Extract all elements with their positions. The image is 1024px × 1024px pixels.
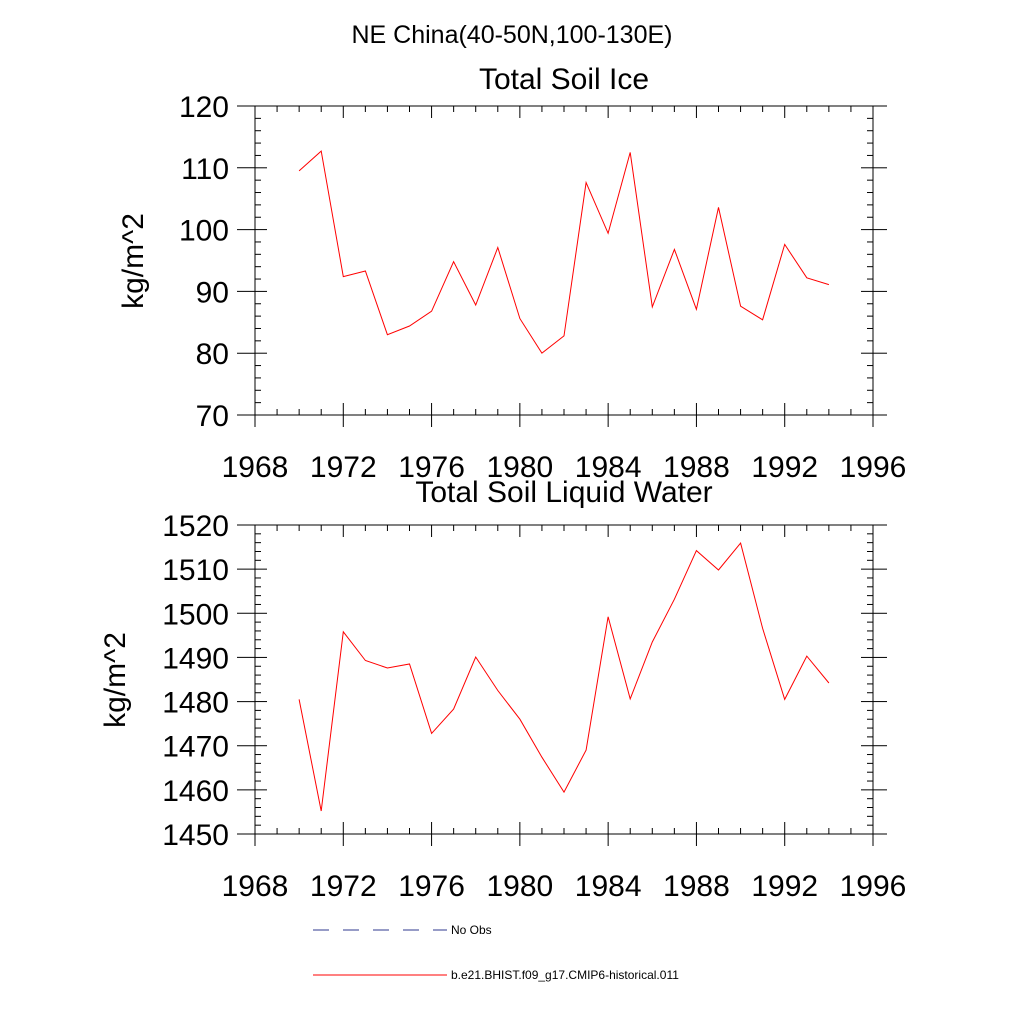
y-tick-label: 110 — [181, 153, 229, 186]
tick-labels: 1968 1972 1976 1980 1984 1988 1992 1996 70 80 90 10… — [179, 91, 906, 484]
y-tick-label: 1470 — [162, 731, 229, 764]
y-tick-label: 1510 — [162, 554, 229, 587]
legend-label: b.e21.BHIST.f09_g17.CMIP6-historical.011 — [451, 968, 679, 982]
y-tick-label: 1490 — [162, 642, 229, 675]
x-tick-label: 1996 — [840, 870, 907, 903]
y-tick-label: 70 — [196, 400, 229, 433]
axis-ticks — [237, 105, 887, 427]
y-tick-label: 1500 — [162, 598, 229, 631]
series-group — [298, 542, 830, 812]
y-tick-label: 1520 — [162, 510, 229, 543]
x-tick-label: 1968 — [222, 870, 289, 903]
y-tick-label: 1450 — [162, 819, 229, 852]
y-tick-label: 120 — [179, 91, 229, 124]
panel-total-soil-liquid-water: Total Soil Liquid Water kg/m^2 1968 1972 1… — [99, 476, 906, 903]
x-tick-label: 1984 — [575, 870, 642, 903]
x-tick-label: 1984 — [575, 451, 642, 484]
y-tick-label: 100 — [179, 215, 229, 248]
x-tick-label: 1976 — [398, 451, 465, 484]
y-tick-label: 90 — [196, 276, 229, 309]
x-tick-label: 1976 — [398, 870, 465, 903]
tick-labels: 1968 1972 1976 1980 1984 1988 1992 1996 1450 1460… — [162, 510, 906, 903]
panel-title: Total Soil Ice — [479, 63, 649, 96]
y-tick-label: 80 — [196, 338, 229, 371]
x-tick-label: 1992 — [751, 451, 818, 484]
series-line-model — [298, 150, 830, 354]
legend-label: No Obs — [451, 923, 492, 937]
axis-ticks — [237, 524, 887, 846]
x-tick-label: 1972 — [310, 870, 377, 903]
y-axis-label: kg/m^2 — [117, 213, 150, 309]
panel-title: Total Soil Liquid Water — [415, 476, 712, 509]
x-tick-label: 1972 — [310, 451, 377, 484]
y-axis-label: kg/m^2 — [99, 632, 132, 728]
y-tick-label: 1480 — [162, 687, 229, 720]
plot-frame — [254, 524, 874, 835]
figure-suptitle: NE China(40-50N,100-130E) — [351, 21, 672, 49]
y-tick-label: 1460 — [162, 775, 229, 808]
x-tick-label: 1996 — [840, 451, 907, 484]
legend-item-no-obs: No Obs — [313, 923, 492, 937]
x-tick-label: 1980 — [486, 870, 553, 903]
legend: No Obs b.e21.BHIST.f09_g17.CMIP6-histori… — [313, 923, 679, 982]
series-line-model — [298, 542, 830, 812]
series-group — [298, 150, 830, 354]
x-tick-label: 1980 — [486, 451, 553, 484]
panel-total-soil-ice: Total Soil Ice kg/m^2 1968 1972 1976 1980 19… — [117, 63, 906, 484]
legend-item-model: b.e21.BHIST.f09_g17.CMIP6-historical.011 — [313, 968, 679, 982]
x-tick-label: 1968 — [222, 451, 289, 484]
x-tick-label: 1992 — [751, 870, 818, 903]
x-tick-label: 1988 — [663, 451, 730, 484]
x-tick-label: 1988 — [663, 870, 730, 903]
